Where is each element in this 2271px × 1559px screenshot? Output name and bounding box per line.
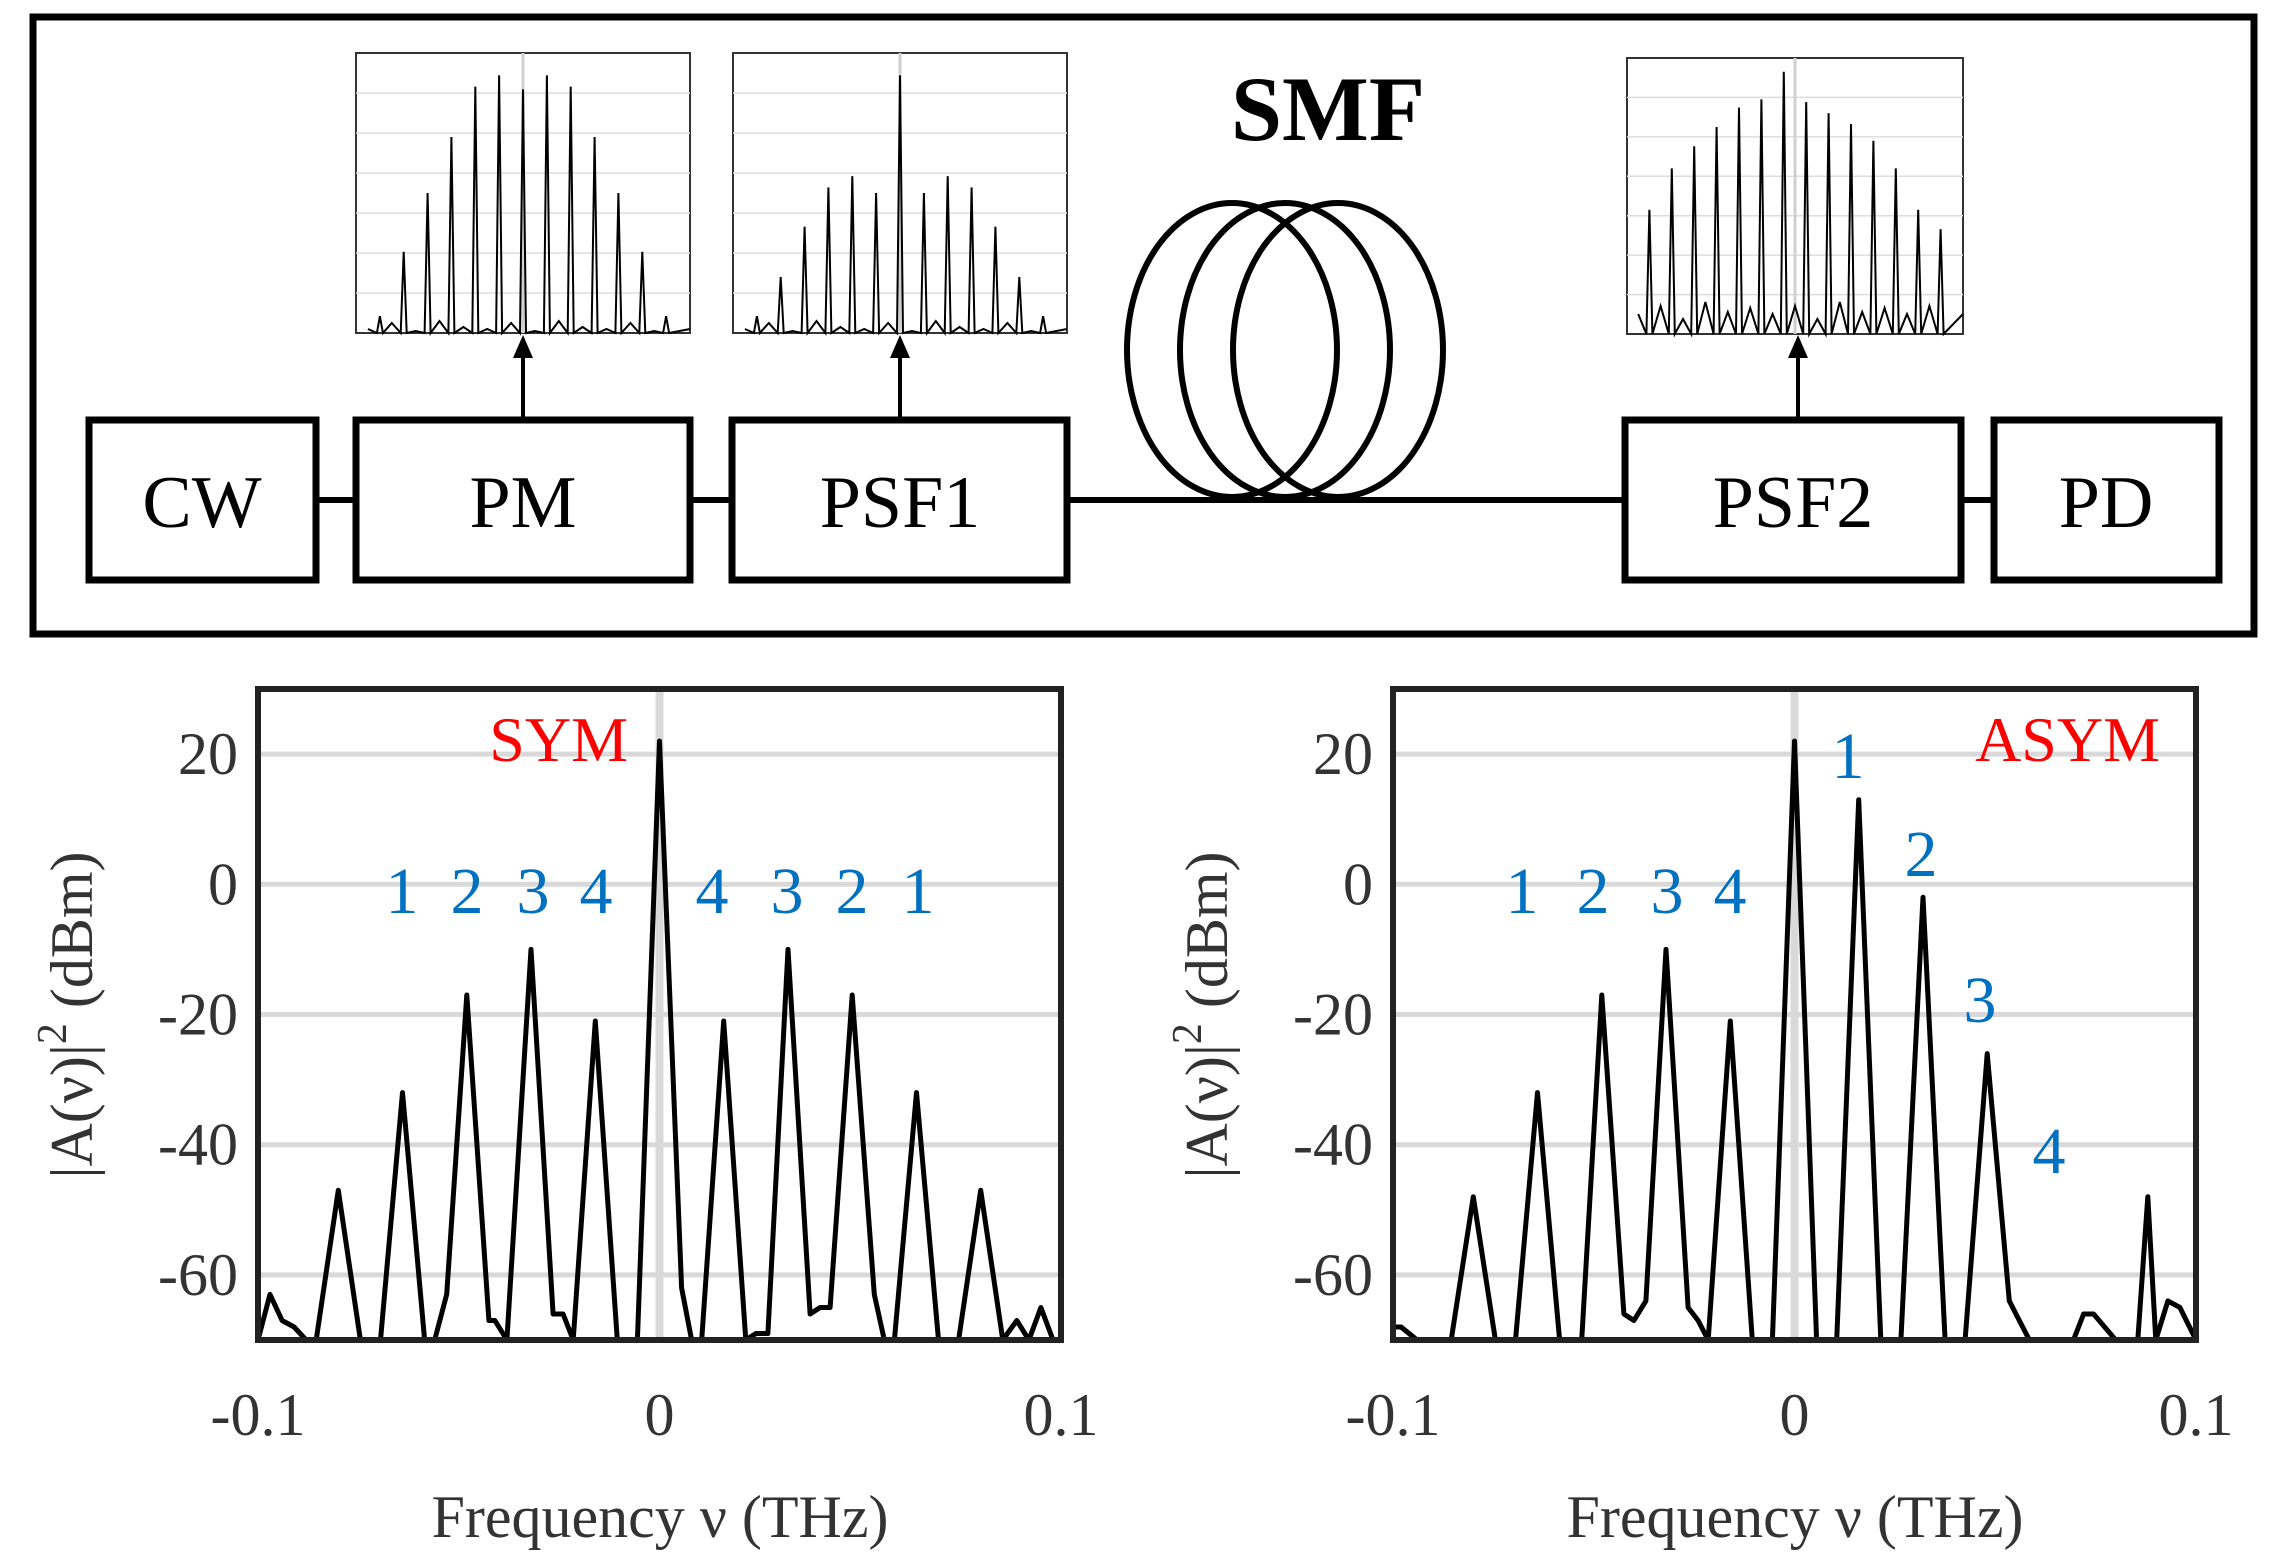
fiber-coil (1124, 200, 1446, 500)
order-label: 2 (836, 855, 869, 928)
arrow-pm (513, 335, 533, 420)
x-axis-label: Frequency ν (THz) (432, 1484, 889, 1550)
inset-spectrum-psf1 (732, 52, 1068, 336)
chart-title: ASYM (1975, 704, 2160, 775)
y-tick-label: -20 (1293, 982, 1373, 1048)
y-tick-label: 20 (178, 721, 238, 787)
order-label: 4 (696, 855, 729, 928)
chart-title: SYM (489, 704, 628, 775)
arrow-psf2 (1788, 335, 1808, 420)
order-label: 2 (1577, 855, 1610, 928)
x-tick-label: 0 (645, 1382, 675, 1448)
y-tick-label: -40 (158, 1112, 238, 1178)
block-pd: PD (1990, 416, 2223, 584)
setup-diagram: SMF CW PM PSF1 PSF2 PD (29, 13, 2258, 638)
order-label: 3 (517, 855, 550, 928)
y-axis-label: |A(ν)|2 (dBm) (30, 851, 105, 1178)
plot-frame (1390, 686, 2199, 1343)
block-cw: CW (85, 416, 320, 584)
order-label: 1 (902, 855, 935, 928)
y-tick-label: 0 (1343, 851, 1373, 917)
y-tick-label: -40 (1293, 1112, 1373, 1178)
y-tick-label: -60 (1293, 1242, 1373, 1308)
plot-frame (255, 686, 1064, 1343)
inset-spectrum-psf2 (1626, 57, 1964, 338)
order-label: 2 (451, 855, 484, 928)
block-cw-label: CW (142, 462, 261, 544)
y-tick-label: -60 (158, 1242, 238, 1308)
inset-spectrum-pm (355, 52, 691, 336)
block-psf1-label: PSF1 (820, 462, 980, 544)
x-tick-label: 0 (1780, 1382, 1810, 1448)
order-label: 3 (1964, 964, 1997, 1037)
y-tick-label: 20 (1313, 721, 1373, 787)
x-tick-label: -0.1 (1346, 1382, 1441, 1448)
arrow-psf1 (890, 335, 910, 420)
block-psf2-label: PSF2 (1713, 462, 1873, 544)
x-axis-label: Frequency ν (THz) (1567, 1484, 2024, 1550)
y-axis-label: |A(ν)|2 (dBm) (1165, 851, 1240, 1178)
order-label: 3 (771, 855, 804, 928)
fiber-label: SMF (1231, 58, 1425, 160)
x-tick-label: 0.1 (1024, 1382, 1099, 1448)
block-pd-label: PD (2059, 462, 2154, 544)
order-label: 4 (2033, 1115, 2066, 1188)
block-pm-label: PM (470, 462, 577, 544)
y-tick-label: 0 (208, 851, 238, 917)
x-tick-label: 0.1 (2159, 1382, 2234, 1448)
block-psf2: PSF2 (1621, 416, 1965, 584)
order-label: 2 (1905, 818, 1938, 891)
order-label: 4 (1714, 855, 1747, 928)
y-tick-label: -20 (158, 982, 238, 1048)
order-label: 4 (580, 855, 613, 928)
x-tick-label: -0.1 (211, 1382, 306, 1448)
block-pm: PM (352, 416, 694, 584)
order-label: 1 (1506, 855, 1539, 928)
order-label: 1 (1832, 720, 1865, 793)
order-label: 1 (386, 855, 419, 928)
block-psf1: PSF1 (728, 416, 1071, 584)
order-label: 3 (1651, 855, 1684, 928)
